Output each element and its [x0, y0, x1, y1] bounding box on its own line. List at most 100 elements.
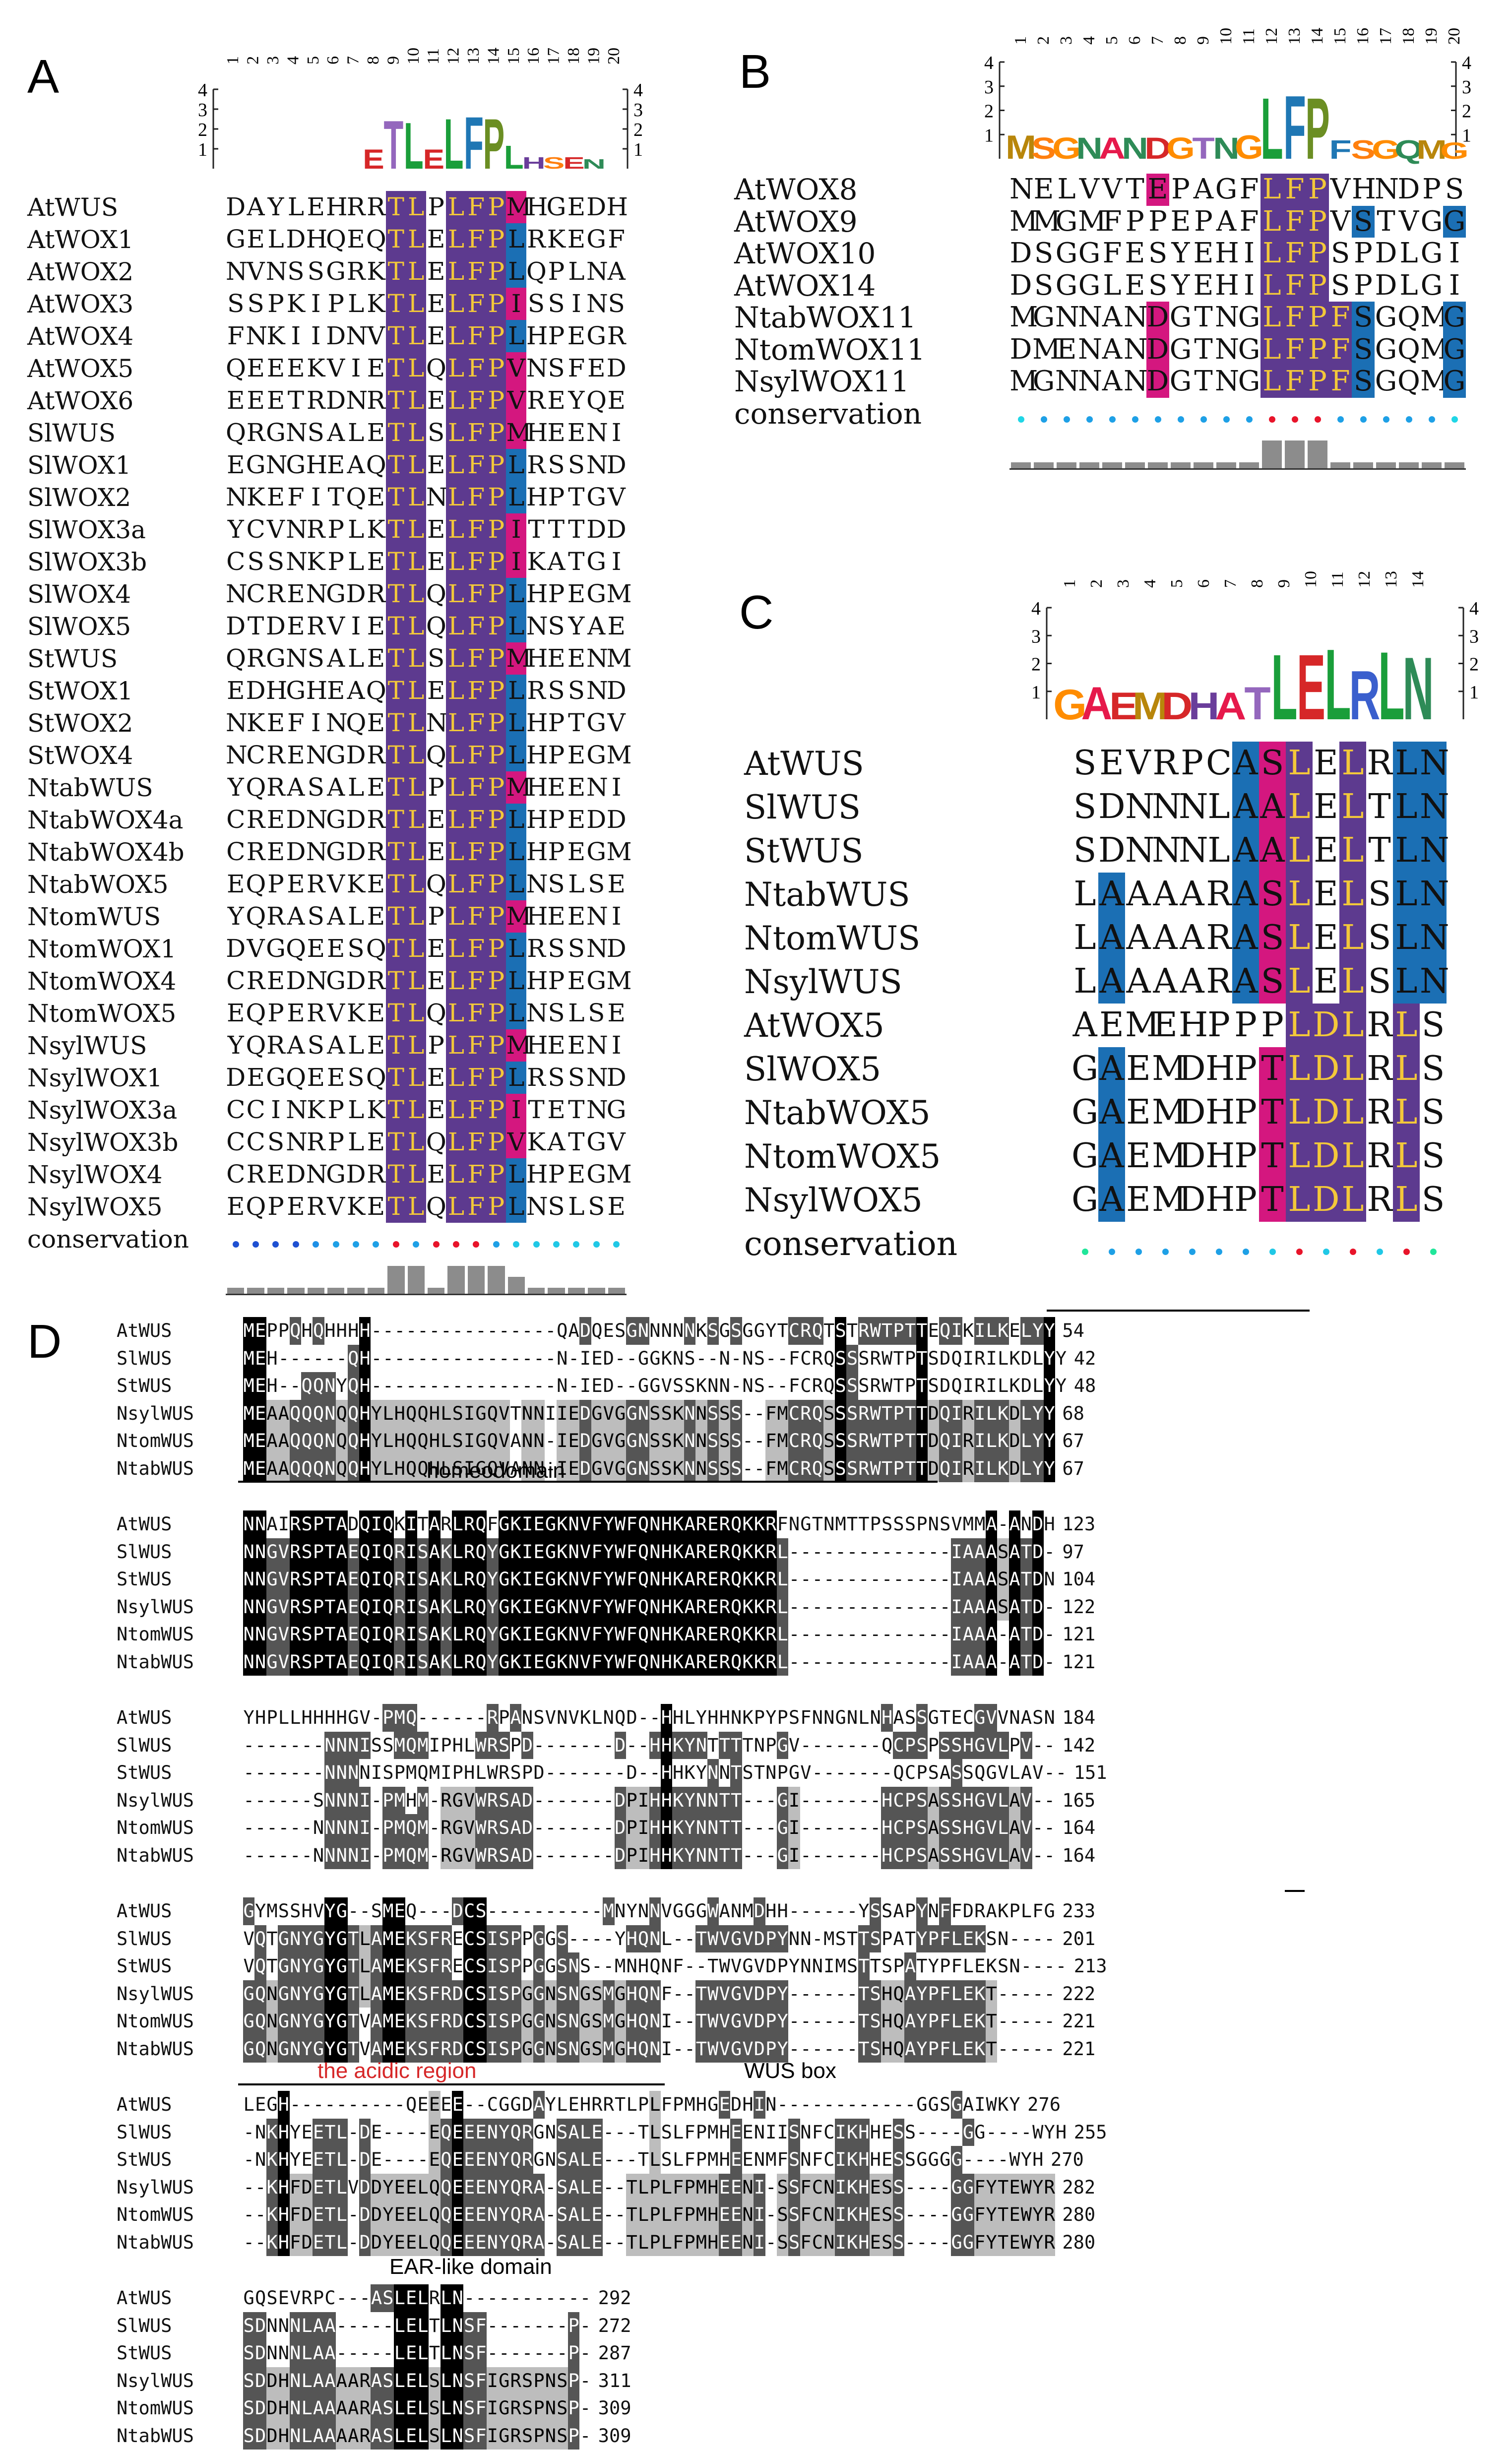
residue: V — [327, 870, 345, 898]
residue: - — [754, 1457, 765, 1479]
residue: M — [506, 1029, 532, 1062]
residue: C — [487, 2094, 499, 2115]
residue: E — [962, 1980, 974, 2008]
residue: - — [441, 1347, 452, 1369]
residue: - — [452, 1707, 463, 1728]
residue: D — [754, 1897, 765, 1925]
residue: S — [846, 1372, 858, 1400]
residue: N — [452, 2422, 464, 2450]
residue: D — [1032, 1538, 1044, 1566]
residue: T — [386, 739, 406, 771]
residue: T — [881, 1399, 893, 1427]
residue: G — [475, 1427, 487, 1455]
residue: - — [359, 2287, 371, 2309]
residue: E — [962, 2035, 974, 2063]
residue: V — [1330, 205, 1351, 238]
residue: Q — [405, 1427, 417, 1455]
residue: L — [417, 2228, 429, 2256]
residue: M — [382, 1980, 394, 2008]
residue: I — [405, 1538, 417, 1566]
residue: - — [835, 1983, 846, 2005]
residue: S — [548, 676, 565, 705]
residue: L — [1393, 916, 1420, 960]
residue: W — [707, 1897, 719, 1925]
residue: E — [427, 1063, 445, 1092]
residue: E — [254, 1372, 266, 1400]
residue: E — [394, 1980, 406, 2008]
residue: - — [557, 1762, 568, 1783]
residue: - — [382, 2149, 394, 2170]
residue: D — [359, 2118, 371, 2146]
alignment-row: SlWUS N N G V R S P T A E Q I Q R I S A K L R Q Y G K I E G K N V F Y W F Q… — [117, 1538, 1095, 1566]
residue: P — [765, 1980, 777, 2008]
residue: G — [452, 1814, 464, 1842]
residue: L — [406, 481, 426, 513]
residue: K — [405, 2008, 417, 2035]
residue: A — [324, 2394, 336, 2422]
residue: V — [498, 1399, 510, 1427]
residue: F — [661, 1983, 672, 2005]
residue: H — [526, 483, 548, 511]
residue: S — [463, 2312, 475, 2339]
residue: L — [661, 2228, 673, 2256]
residue: L — [359, 1980, 371, 2008]
residue: - — [673, 2038, 684, 2060]
position-number: 287 — [598, 2342, 631, 2364]
residue: Y — [615, 1928, 626, 1949]
residue: S — [452, 1399, 464, 1427]
residue: T — [637, 2121, 649, 2143]
residue: I — [271, 1095, 281, 1124]
residue: D — [521, 1814, 533, 1842]
residue: L — [506, 836, 526, 868]
residue: - — [266, 1734, 278, 1756]
residue: S — [243, 2422, 255, 2450]
residue: V — [463, 1841, 475, 1869]
residue: A — [1008, 1593, 1021, 1621]
residue: - — [800, 1596, 812, 1618]
alignment-row: NsylWUS M E A A Q Q Q N Q Q H Y L H Q Q H L S I G Q V T N N I I E D G V G… — [117, 1399, 1096, 1427]
residue: M — [742, 1900, 754, 1922]
residue: G — [278, 1925, 290, 1952]
residue: T — [1259, 1134, 1286, 1178]
residue: K — [367, 257, 385, 286]
residue: G — [695, 1900, 707, 1922]
residue: P — [267, 289, 284, 318]
residue: E — [719, 2201, 731, 2229]
residue: R — [1367, 1006, 1392, 1045]
residue: S — [429, 2367, 441, 2394]
residue: - — [882, 2094, 893, 2115]
residue: I — [834, 2146, 847, 2174]
residue: F — [466, 513, 487, 546]
residue: Y — [1032, 2201, 1044, 2229]
residue: H — [673, 1707, 684, 1728]
position-number: 292 — [598, 2287, 631, 2309]
residue: S — [475, 1897, 487, 1925]
residue: - — [568, 1928, 579, 1949]
residue: - — [615, 2149, 626, 2170]
residue: A — [533, 2091, 545, 2119]
residue: N — [1055, 365, 1079, 397]
residue: S — [556, 2228, 568, 2256]
residue: - — [777, 2094, 788, 2115]
residue: F — [487, 1513, 499, 1535]
residue: - — [800, 2094, 812, 2115]
residue: I — [571, 289, 581, 318]
sequence-name: NtomWOX5 — [744, 1137, 941, 1176]
residue: E — [730, 2228, 742, 2256]
residue: F — [591, 1538, 603, 1566]
residue: D — [754, 1925, 765, 1952]
residue: H — [606, 192, 629, 221]
residue: N — [324, 1841, 336, 1869]
position-number: 151 — [1073, 1762, 1107, 1784]
alignment-a: AtWUS D A Y L E H R R T L P L F P M H G E D H AtWOX1 G E L D H Q E Q T… — [27, 191, 632, 1255]
residue: E — [367, 1031, 385, 1060]
conservation-dot — [1403, 1248, 1410, 1255]
alignment-row: NsylWUS N N G V R S P T A E Q I Q R I S A K L R Q Y G K I E G K N V F Y W… — [117, 1593, 1095, 1621]
residue: V — [986, 1841, 998, 1869]
residue: R — [306, 870, 325, 898]
residue: P — [486, 707, 506, 739]
logo-position-number: 7 — [1221, 579, 1240, 588]
